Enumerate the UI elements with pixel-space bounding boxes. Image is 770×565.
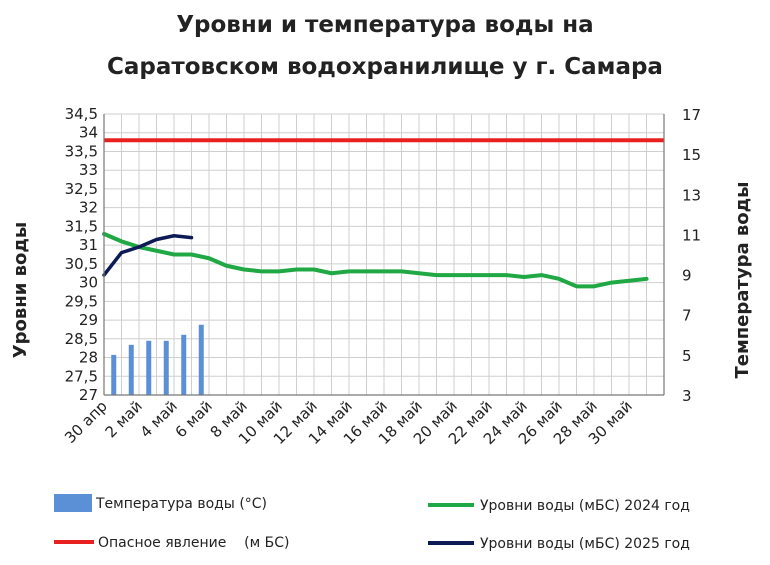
y-tick-label-left: 32,5 xyxy=(65,180,98,198)
y-tick-label-left: 27,5 xyxy=(65,367,98,385)
y-tick-label-left: 29,5 xyxy=(65,292,98,310)
legend-label-2024: Уровни воды (мБС) 2024 год xyxy=(480,498,690,514)
y-tick-label-left: 31,5 xyxy=(65,217,98,235)
legend-label-danger: Опасное явление (м БС) xyxy=(98,535,289,551)
y-tick-label-left: 34,5 xyxy=(65,105,98,123)
y-tick-label-left: 29 xyxy=(79,311,98,329)
y-tick-label-right: 5 xyxy=(682,347,692,365)
y-axis-label-left: Уровни воды xyxy=(10,222,31,358)
legend: Температура воды (°С) Уровни воды (мБС) … xyxy=(54,494,690,552)
y-tick-label-left: 33 xyxy=(79,161,98,179)
y-tick-label-left: 28,5 xyxy=(65,330,98,348)
legend-swatch-temp xyxy=(54,494,92,512)
chart-title-line-2: Саратовском водохранилище у г. Самара xyxy=(107,54,663,80)
temperature-bar xyxy=(163,340,169,395)
y-tick-label-left: 30 xyxy=(79,274,98,292)
temperature-bar xyxy=(198,324,204,395)
x-tick-label: 30 апр xyxy=(61,397,111,447)
legend-label-2025: Уровни воды (мБС) 2025 год xyxy=(480,536,690,552)
y-tick-label-left: 30,5 xyxy=(65,255,98,273)
x-tick-label: 6 май xyxy=(172,397,216,441)
temperature-bar xyxy=(146,340,152,395)
y-tick-label-right: 15 xyxy=(682,146,701,164)
y-tick-label-right: 13 xyxy=(682,186,701,204)
level-2024-line xyxy=(102,231,649,289)
y-tick-label-right: 3 xyxy=(682,387,692,405)
level-2025-line xyxy=(102,234,194,277)
temperature-bar xyxy=(181,334,187,395)
y-tick-label-left: 27 xyxy=(79,386,98,404)
y-tick-label-left: 28 xyxy=(79,349,98,367)
x-tick-label: 2 май xyxy=(102,397,146,441)
y-tick-label-left: 31 xyxy=(79,236,98,254)
y-tick-label-left: 34 xyxy=(79,124,98,142)
y-tick-label-right: 11 xyxy=(682,226,701,244)
y-tick-label-right: 9 xyxy=(682,267,692,285)
temperature-bar xyxy=(111,354,117,395)
chart-title-line-1: Уровни и температура воды на xyxy=(176,12,594,38)
y-tick-label-left: 32 xyxy=(79,199,98,217)
y-tick-label-right: 7 xyxy=(682,307,692,325)
y-axis-label-right: Температура воды xyxy=(732,182,753,379)
legend-label-temp: Температура воды (°С) xyxy=(95,496,267,512)
y-tick-label-right: 17 xyxy=(682,106,701,124)
y-tick-label-left: 33,5 xyxy=(65,142,98,160)
temperature-bar xyxy=(128,344,134,395)
x-tick-label: 4 май xyxy=(137,397,181,441)
